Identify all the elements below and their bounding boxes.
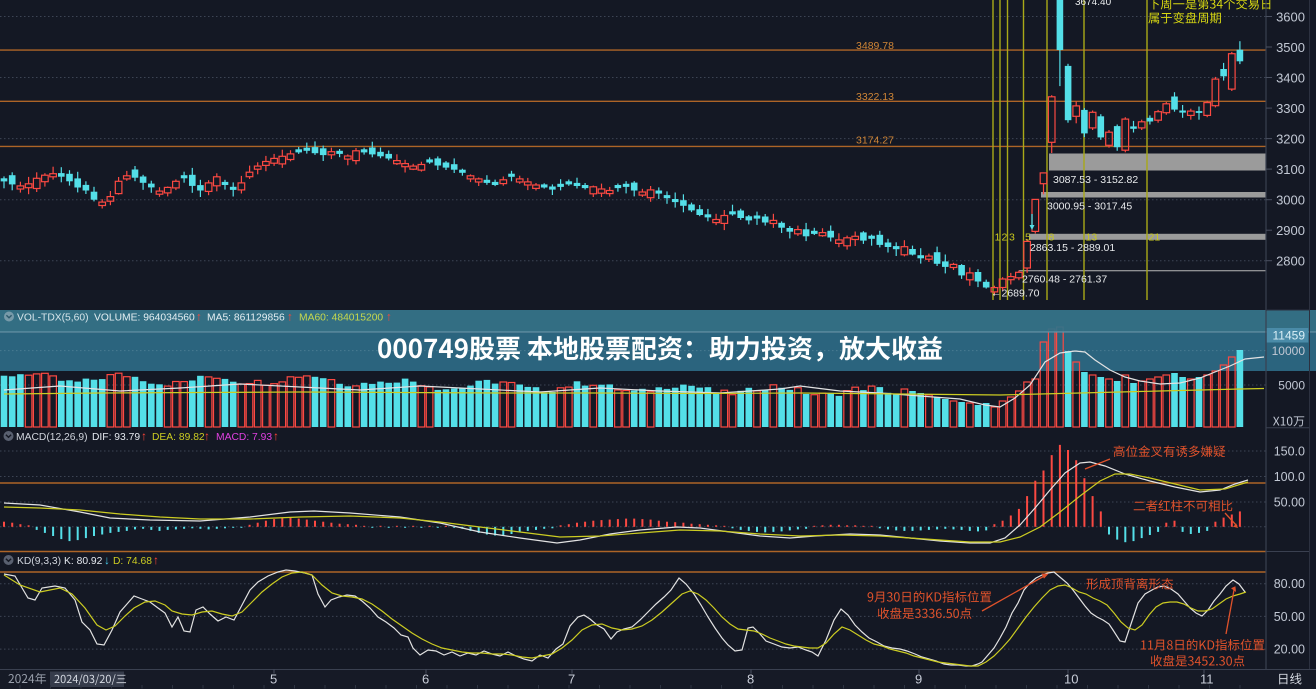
svg-text:3674.40: 3674.40 bbox=[1075, 0, 1112, 8]
svg-text:11459: 11459 bbox=[1273, 329, 1306, 343]
svg-text:2863.15 - 2889.01: 2863.15 - 2889.01 bbox=[1030, 242, 1115, 254]
svg-text:100.0: 100.0 bbox=[1274, 470, 1305, 484]
svg-text:5000: 5000 bbox=[1278, 379, 1305, 393]
svg-text:↑: ↑ bbox=[287, 310, 293, 324]
svg-text:3100: 3100 bbox=[1276, 162, 1305, 177]
svg-text:K: 80.92: K: 80.92 bbox=[64, 556, 103, 567]
svg-text:↑: ↑ bbox=[273, 429, 279, 443]
svg-text:←2689.70: ←2689.70 bbox=[991, 288, 1040, 300]
svg-text:13: 13 bbox=[1086, 232, 1098, 244]
svg-text:3300: 3300 bbox=[1276, 101, 1305, 116]
svg-text:2760.48 - 2761.37: 2760.48 - 2761.37 bbox=[1022, 274, 1107, 286]
svg-text:3489.78: 3489.78 bbox=[856, 40, 894, 52]
svg-text:↑: ↑ bbox=[153, 553, 159, 567]
svg-text:50.00: 50.00 bbox=[1274, 610, 1305, 624]
svg-text:2800: 2800 bbox=[1276, 254, 1305, 269]
svg-text:2: 2 bbox=[1002, 232, 1008, 244]
svg-text:3600: 3600 bbox=[1276, 10, 1305, 25]
svg-text:7: 7 bbox=[568, 672, 575, 687]
svg-text:MA5: 861129856: MA5: 861129856 bbox=[207, 313, 285, 324]
svg-text:3400: 3400 bbox=[1276, 71, 1305, 86]
svg-text:9: 9 bbox=[915, 672, 922, 687]
svg-text:MACD: 7.93: MACD: 7.93 bbox=[216, 432, 272, 443]
svg-text:↑: ↑ bbox=[386, 310, 392, 324]
svg-text:DEA: 89.82: DEA: 89.82 bbox=[152, 432, 205, 443]
svg-text:11: 11 bbox=[1200, 672, 1214, 687]
svg-text:D: 74.68: D: 74.68 bbox=[113, 556, 152, 567]
svg-text:2900: 2900 bbox=[1276, 223, 1305, 238]
svg-text:↑: ↑ bbox=[141, 429, 147, 443]
svg-text:VOLUME: 964034560: VOLUME: 964034560 bbox=[94, 313, 195, 324]
svg-text:3174.27: 3174.27 bbox=[856, 135, 894, 147]
svg-text:8: 8 bbox=[1049, 232, 1055, 244]
svg-text:3000.95 - 3017.45: 3000.95 - 3017.45 bbox=[1047, 201, 1132, 213]
svg-text:3: 3 bbox=[1009, 232, 1015, 244]
svg-text:3200: 3200 bbox=[1276, 132, 1305, 147]
svg-text:3322.13: 3322.13 bbox=[856, 91, 894, 103]
svg-text:KD(9,3,3): KD(9,3,3) bbox=[17, 556, 61, 567]
svg-text:3000: 3000 bbox=[1276, 193, 1305, 208]
svg-text:150.0: 150.0 bbox=[1274, 445, 1305, 459]
svg-text:↓: ↓ bbox=[104, 553, 110, 567]
svg-text:21: 21 bbox=[1149, 232, 1161, 244]
svg-text:MACD(12,26,9): MACD(12,26,9) bbox=[16, 432, 88, 443]
svg-text:↑: ↑ bbox=[196, 310, 202, 324]
svg-text:5: 5 bbox=[270, 672, 277, 687]
svg-text:1: 1 bbox=[995, 232, 1001, 244]
svg-text:20.00: 20.00 bbox=[1274, 643, 1305, 657]
svg-text:VOL-TDX(5,60): VOL-TDX(5,60) bbox=[17, 313, 89, 324]
svg-text:6: 6 bbox=[422, 672, 429, 687]
svg-text:3087.53 - 3152.82: 3087.53 - 3152.82 bbox=[1053, 174, 1138, 186]
svg-text:MA60: 484015200: MA60: 484015200 bbox=[299, 313, 383, 324]
svg-text:80.00: 80.00 bbox=[1274, 577, 1305, 591]
svg-text:3500: 3500 bbox=[1276, 40, 1305, 55]
svg-text:DIF: 93.79: DIF: 93.79 bbox=[92, 432, 140, 443]
svg-text:10: 10 bbox=[1064, 672, 1078, 687]
svg-text:5: 5 bbox=[1025, 232, 1031, 244]
svg-text:50.00: 50.00 bbox=[1274, 496, 1305, 510]
svg-text:8: 8 bbox=[747, 672, 754, 687]
svg-text:↑: ↑ bbox=[204, 429, 210, 443]
svg-text:10000: 10000 bbox=[1272, 344, 1306, 358]
